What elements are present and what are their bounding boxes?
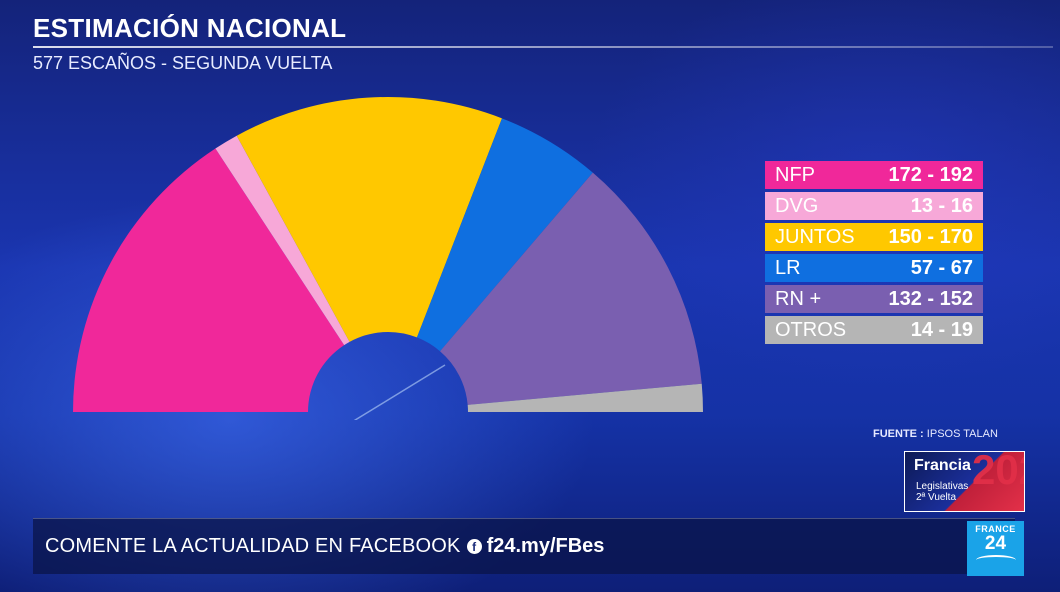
source-label: FUENTE :: [873, 428, 924, 440]
legend-value-rn: 132 - 152: [888, 287, 973, 310]
page-subtitle: 577 ESCAÑOS - SEGUNDA VUELTA: [33, 53, 333, 73]
badge-line-2: 2ª Vuelta: [916, 492, 957, 503]
badge-line-1: Legislativas: [916, 481, 969, 492]
hemicycle-segment-otros: [467, 383, 703, 412]
badge-subtitle: Legislativas 2ª Vuelta: [916, 481, 996, 503]
page-title: ESTIMACIÓN NACIONAL: [33, 13, 347, 43]
header-divider: [33, 46, 1053, 48]
facebook-icon: f: [466, 539, 482, 554]
logo-wave-icon: [975, 555, 1016, 565]
source-value: IPSOS TALAN: [926, 428, 998, 440]
legend-label-dvg: DVG: [775, 194, 819, 217]
source-line: FUENTE : IPSOS TALAN: [873, 428, 998, 440]
legend-value-juntos: 150 - 170: [888, 225, 973, 248]
hemicycle-segment-lr: [416, 118, 593, 352]
france24-logo: FRANCE 24: [967, 521, 1024, 576]
light-streak: [353, 364, 446, 420]
election-badge: 2024 Francia Legislativas 2ª Vuelta: [904, 451, 1025, 512]
news-ticker: COMENTE LA ACTUALIDAD EN FACEBOOK f f24.…: [33, 518, 1015, 574]
legend-label-nfp: NFP: [775, 163, 815, 186]
hemicycle-chart: [73, 96, 703, 420]
legend-row-dvg: DVG 13 - 16: [765, 192, 983, 220]
legend-value-nfp: 172 - 192: [888, 163, 973, 186]
hemicycle-segment-rn: [440, 172, 702, 405]
logo-number: 24: [984, 533, 1007, 554]
legend-label-rn: RN +: [775, 287, 822, 310]
hemicycle-segment-dvg: [215, 135, 350, 346]
ticker-link[interactable]: f24.my/FBes: [486, 535, 605, 557]
hemicycle-segment-nfp: [73, 148, 345, 412]
badge-year: 2024: [972, 451, 1024, 493]
legend-row-nfp: NFP 172 - 192: [765, 161, 983, 189]
legend-row-rn: RN + 132 - 152: [765, 285, 983, 313]
legend-label-lr: LR: [775, 256, 801, 279]
legend-label-juntos: JUNTOS: [775, 225, 855, 248]
legend-row-lr: LR 57 - 67: [765, 254, 983, 282]
legend-value-lr: 57 - 67: [910, 256, 973, 279]
badge-title: Francia: [914, 457, 971, 474]
legend-label-otros: OTROS: [775, 318, 847, 341]
logo-top-text: FRANCE: [975, 524, 1016, 534]
legend-value-otros: 14 - 19: [910, 318, 973, 341]
ticker-text: COMENTE LA ACTUALIDAD EN FACEBOOK: [45, 535, 461, 557]
chart-legend: NFP 172 - 192 DVG 13 - 16 JUNTOS 150 - 170 LR 5…: [765, 161, 983, 347]
legend-row-juntos: JUNTOS 150 - 170: [765, 223, 983, 251]
legend-row-otros: OTROS 14 - 19: [765, 316, 983, 344]
hemicycle-segment-juntos: [236, 96, 502, 342]
legend-value-dvg: 13 - 16: [910, 194, 973, 217]
